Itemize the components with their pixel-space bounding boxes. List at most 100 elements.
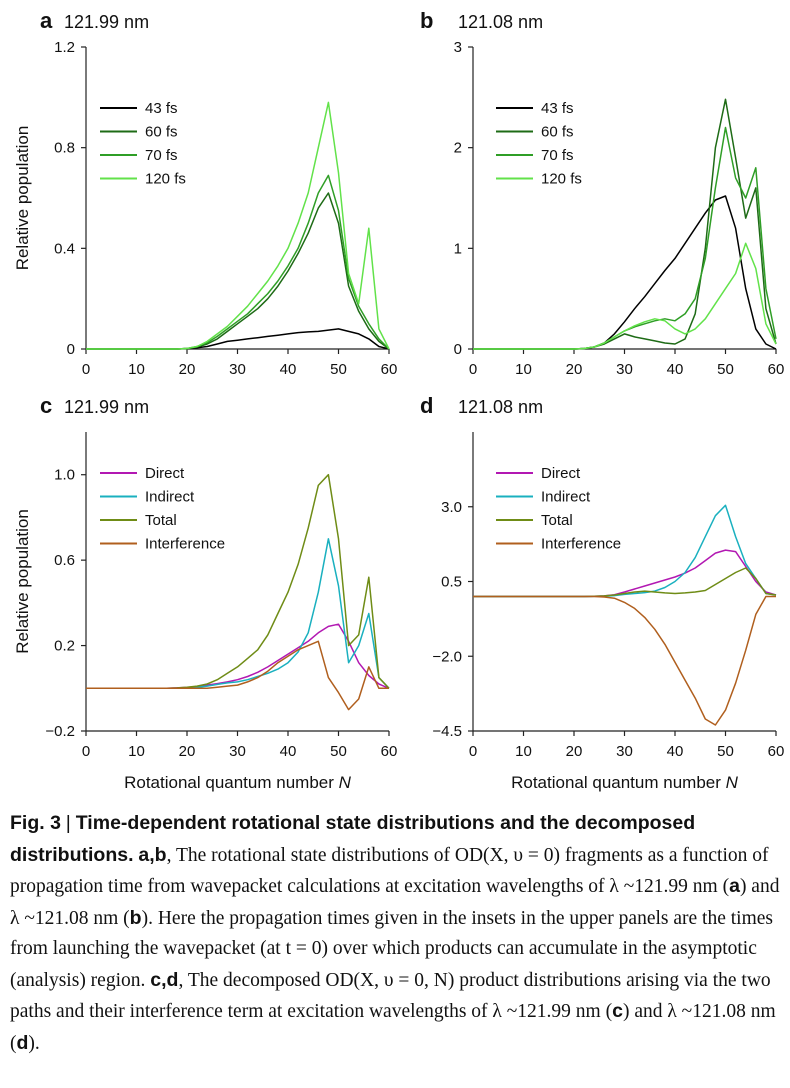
series-line-indirect	[86, 538, 390, 690]
legend-entry: Total	[541, 512, 573, 529]
caption-text-ab-3: ). Here the propagation times given in t…	[10, 907, 773, 991]
x-tick-label: 30	[229, 743, 246, 760]
x-tick-label: 0	[82, 361, 90, 378]
x-tick-label: 60	[381, 361, 398, 378]
y-tick-label: 2	[454, 140, 462, 157]
x-tick-label: 40	[667, 361, 684, 378]
legend-entry: 70 fs	[541, 147, 574, 164]
series-line-interference	[86, 640, 389, 711]
legend-entry: 43 fs	[541, 100, 574, 117]
legend-entry: Interference	[541, 536, 621, 553]
x-tick-label: 50	[717, 361, 734, 378]
x-tick-label: 30	[616, 361, 633, 378]
x-tick-label: 40	[280, 361, 297, 378]
caption-ref-c: c	[612, 1000, 623, 1022]
y-tick-label: 0.4	[54, 240, 75, 257]
y-tick-label: 0.2	[54, 638, 75, 655]
y-tick-label: −2.0	[432, 648, 462, 665]
legend-entry: 120 fs	[145, 171, 186, 188]
y-tick-label: 3	[454, 39, 462, 56]
caption-label: Fig. 3	[10, 812, 61, 834]
x-tick-label: 50	[717, 743, 734, 760]
series-line-total	[86, 473, 390, 690]
legend-entry: Direct	[541, 465, 581, 482]
legend-entry: Total	[145, 512, 177, 529]
panel-d: d 121.08 nm 0 10 20 30 40 50 60 −4.5 −2.0 0.5 3.0 Rot…	[420, 393, 784, 792]
x-tick-label: 30	[229, 361, 246, 378]
caption-ref-a: a	[729, 875, 740, 897]
caption-text-ab-2: ) and λ ~121.08 nm (	[10, 876, 780, 929]
panel-title: 121.08 nm	[458, 12, 543, 32]
series-line-direct	[473, 549, 777, 598]
panel-a: a 121.99 nm 0 10 20 30 40 50 60 0 0.4 0.8 1.2 Relativ…	[13, 8, 397, 378]
x-tick-label: 20	[566, 743, 583, 760]
x-tick-label: 10	[128, 361, 145, 378]
series-line-direct	[86, 623, 390, 690]
x-axis-label: Rotational quantum number N	[511, 773, 739, 792]
panel-title: 121.08 nm	[458, 397, 543, 417]
y-axis-label: Relative population	[13, 126, 32, 271]
legend-entry: Indirect	[145, 489, 195, 506]
caption-ref-d: d	[16, 1031, 29, 1054]
y-tick-label: 1	[454, 240, 462, 257]
panel-label: d	[420, 393, 433, 418]
panel-c: c 121.99 nm 0 10 20 30 40 50 60 −0.2 0.2 0.6 1.0 Rela…	[13, 393, 397, 792]
x-tick-label: 60	[381, 743, 398, 760]
y-tick-label: 0	[454, 341, 462, 358]
x-tick-label: 10	[515, 743, 532, 760]
x-tick-label: 60	[768, 743, 785, 760]
series-line-interference	[473, 595, 776, 726]
caption-title: Time-dependent rotational state distribu…	[10, 812, 696, 866]
x-tick-label: 50	[330, 743, 347, 760]
panel-label: b	[420, 8, 433, 33]
legend-entry: 43 fs	[145, 100, 178, 117]
x-tick-label: 60	[768, 361, 785, 378]
series-line-60-fs	[473, 98, 777, 350]
y-tick-label: −4.5	[432, 723, 462, 740]
panel-label: a	[40, 8, 53, 33]
legend-entry: Interference	[145, 536, 225, 553]
x-tick-label: 20	[179, 743, 196, 760]
figure-caption: Fig. 3 | Time-dependent rotational state…	[10, 812, 780, 1054]
x-tick-label: 10	[515, 361, 532, 378]
caption-ref-b: b	[129, 906, 142, 929]
panel-b: b 121.08 nm 0 10 20 30 40 50 60 0 1 2 3 43 fs 60 fs 70 …	[420, 8, 784, 378]
legend-entry: 60 fs	[541, 124, 574, 141]
caption-text-cd-1: The decomposed OD(X, υ = 0, N) product d…	[10, 969, 771, 1023]
series-line-43-fs	[86, 328, 390, 350]
series-line-70-fs	[473, 126, 777, 350]
x-tick-label: 0	[469, 743, 477, 760]
x-tick-label: 40	[667, 743, 684, 760]
x-tick-label: 0	[469, 361, 477, 378]
caption-text-cd-2: ) and λ ~121.08 nm (	[10, 1001, 776, 1054]
caption-panel-ab: a,b	[138, 843, 167, 866]
figure: a 121.99 nm0 10 20 30 40 50 6000.40.81.2Relativ…	[13, 8, 784, 792]
panel-title: 121.99 nm	[64, 397, 149, 417]
y-tick-label: 0	[67, 341, 75, 358]
y-tick-label: 0.8	[54, 140, 75, 157]
x-tick-label: 20	[179, 361, 196, 378]
legend-entry: 60 fs	[145, 124, 178, 141]
y-tick-label: 3.0	[441, 499, 462, 516]
series-line-120-fs	[86, 101, 390, 350]
panel-title: 121.99 nm	[64, 12, 149, 32]
caption-text-cd-3: ).	[28, 1032, 40, 1054]
y-tick-label: 1.2	[54, 39, 75, 56]
caption-panel-cd: c,d	[150, 968, 179, 991]
x-tick-label: 50	[330, 361, 347, 378]
caption-separator: |	[65, 812, 71, 834]
y-axis-label: Relative population	[13, 509, 32, 654]
legend-entry: Direct	[145, 465, 185, 482]
series-line-120-fs	[473, 242, 777, 350]
legend-entry: 70 fs	[145, 147, 178, 164]
caption-text-ab-1: The rotational state distributions of OD…	[10, 844, 769, 898]
y-tick-label: 1.0	[54, 467, 75, 484]
y-tick-label: 0.5	[441, 574, 462, 591]
x-tick-label: 40	[280, 743, 297, 760]
x-tick-label: 0	[82, 743, 90, 760]
x-tick-label: 30	[616, 743, 633, 760]
x-tick-label: 20	[566, 361, 583, 378]
x-tick-label: 10	[128, 743, 145, 760]
legend-entry: Indirect	[541, 489, 591, 506]
x-axis-label: Rotational quantum number N	[124, 773, 352, 792]
